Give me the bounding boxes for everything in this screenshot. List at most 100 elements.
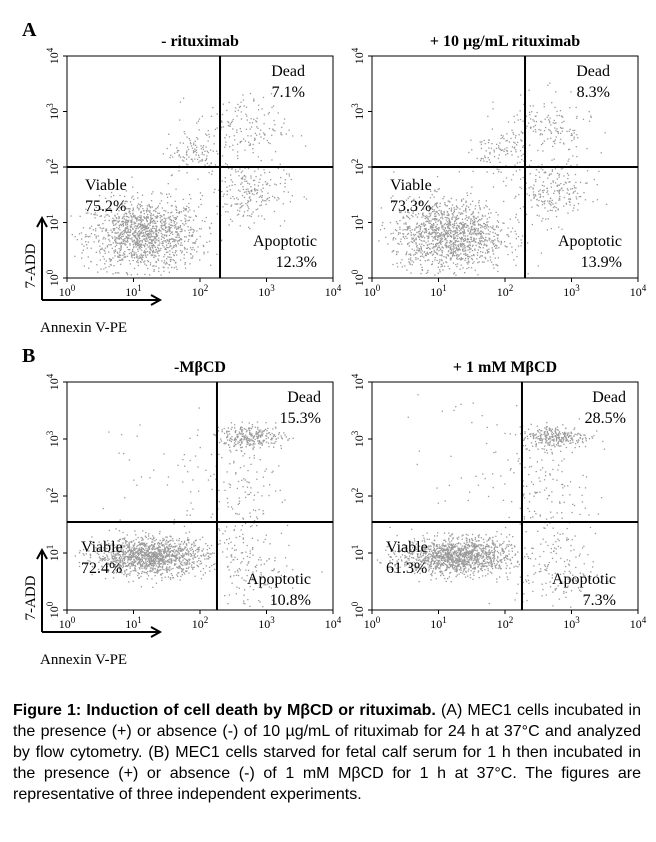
scatter-point — [93, 213, 95, 216]
scatter-point — [286, 173, 288, 175]
scatter-point — [486, 249, 488, 251]
scatter-point — [408, 212, 410, 214]
scatter-point — [140, 575, 142, 578]
scatter-point — [443, 233, 445, 235]
scatter-point — [128, 211, 130, 213]
scatter-point — [506, 246, 508, 248]
scatter-point — [476, 258, 478, 260]
scatter-point — [541, 184, 544, 187]
scatter-point — [267, 113, 269, 115]
scatter-point — [150, 213, 152, 215]
scatter-point — [133, 223, 135, 225]
scatter-point — [208, 136, 211, 138]
scatter-point — [161, 207, 163, 209]
scatter-point — [409, 253, 412, 255]
scatter-point — [182, 554, 184, 556]
scatter-point — [176, 268, 178, 271]
scatter-point — [141, 556, 143, 558]
scatter-point — [245, 106, 248, 108]
scatter-point — [187, 539, 189, 541]
scatter-point — [522, 146, 524, 148]
scatter-point — [410, 272, 412, 274]
scatter-point — [461, 244, 463, 246]
scatter-point — [440, 212, 443, 214]
scatter-point — [479, 241, 481, 243]
scatter-point — [148, 533, 150, 535]
scatter-point — [167, 541, 169, 543]
scatter-point — [240, 206, 242, 208]
scatter-point — [122, 558, 124, 560]
scatter-point — [554, 122, 556, 125]
scatter-point — [159, 549, 161, 551]
scatter-point — [89, 227, 91, 229]
scatter-point — [434, 274, 436, 276]
scatter-point — [131, 221, 133, 223]
scatter-point — [153, 564, 155, 566]
scatter-point — [567, 174, 570, 176]
scatter-point — [178, 155, 180, 157]
scatter-point — [460, 232, 462, 234]
scatter-point — [133, 556, 136, 558]
scatter-point — [407, 216, 410, 219]
scatter-point — [540, 252, 542, 254]
scatter-point — [118, 540, 120, 542]
scatter-point — [577, 209, 579, 211]
scatter-point — [473, 216, 475, 219]
scatter-point — [477, 261, 479, 264]
scatter-point — [161, 555, 164, 558]
scatter-point — [181, 568, 183, 570]
scatter-point — [194, 556, 196, 558]
scatter-point — [537, 149, 539, 152]
scatter-point — [146, 234, 148, 236]
scatter-point — [155, 552, 158, 554]
scatter-point — [228, 125, 231, 127]
scatter-point — [144, 567, 146, 569]
scatter-point — [182, 569, 184, 571]
scatter-point — [404, 237, 406, 240]
scatter-point — [192, 231, 194, 234]
scatter-point — [496, 143, 498, 145]
scatter-point — [93, 241, 95, 243]
scatter-point — [124, 250, 126, 253]
scatter-points — [74, 407, 323, 608]
scatter-point — [165, 234, 168, 236]
scatter-point — [138, 247, 140, 249]
scatter-point — [494, 244, 497, 246]
scatter-point — [513, 121, 516, 123]
scatter-point — [396, 230, 398, 232]
scatter-point — [96, 214, 98, 216]
scatter-point — [197, 138, 199, 140]
scatter-point — [260, 559, 262, 561]
scatter-point — [162, 558, 164, 560]
scatter-point — [468, 217, 470, 219]
scatter-point — [486, 161, 488, 163]
scatter-point — [481, 240, 483, 242]
scatter-point — [300, 135, 303, 137]
scatter-point — [453, 212, 455, 214]
scatter-point — [183, 548, 186, 550]
scatter-point — [193, 230, 195, 232]
scatter-point — [225, 211, 227, 213]
scatter-point — [151, 250, 154, 253]
scatter-point — [407, 197, 409, 199]
scatter-point — [161, 215, 163, 218]
scatter-point — [558, 193, 560, 195]
scatter-point — [134, 542, 136, 544]
scatter-point — [101, 566, 103, 568]
scatter-point — [120, 569, 123, 571]
scatter-point — [141, 537, 144, 539]
scatter-point — [188, 560, 190, 562]
scatter-point — [450, 207, 453, 209]
scatter-point — [250, 200, 252, 202]
scatter-point — [485, 233, 487, 235]
scatter-point — [159, 551, 161, 554]
scatter-point — [439, 220, 442, 222]
scatter-point — [146, 207, 148, 209]
scatter-point — [471, 232, 473, 234]
scatter-point — [438, 227, 440, 229]
scatter-point — [256, 193, 258, 195]
scatter-point — [426, 244, 428, 246]
scatter-point — [185, 208, 187, 210]
scatter-point — [423, 228, 426, 230]
scatter-point — [284, 182, 286, 184]
